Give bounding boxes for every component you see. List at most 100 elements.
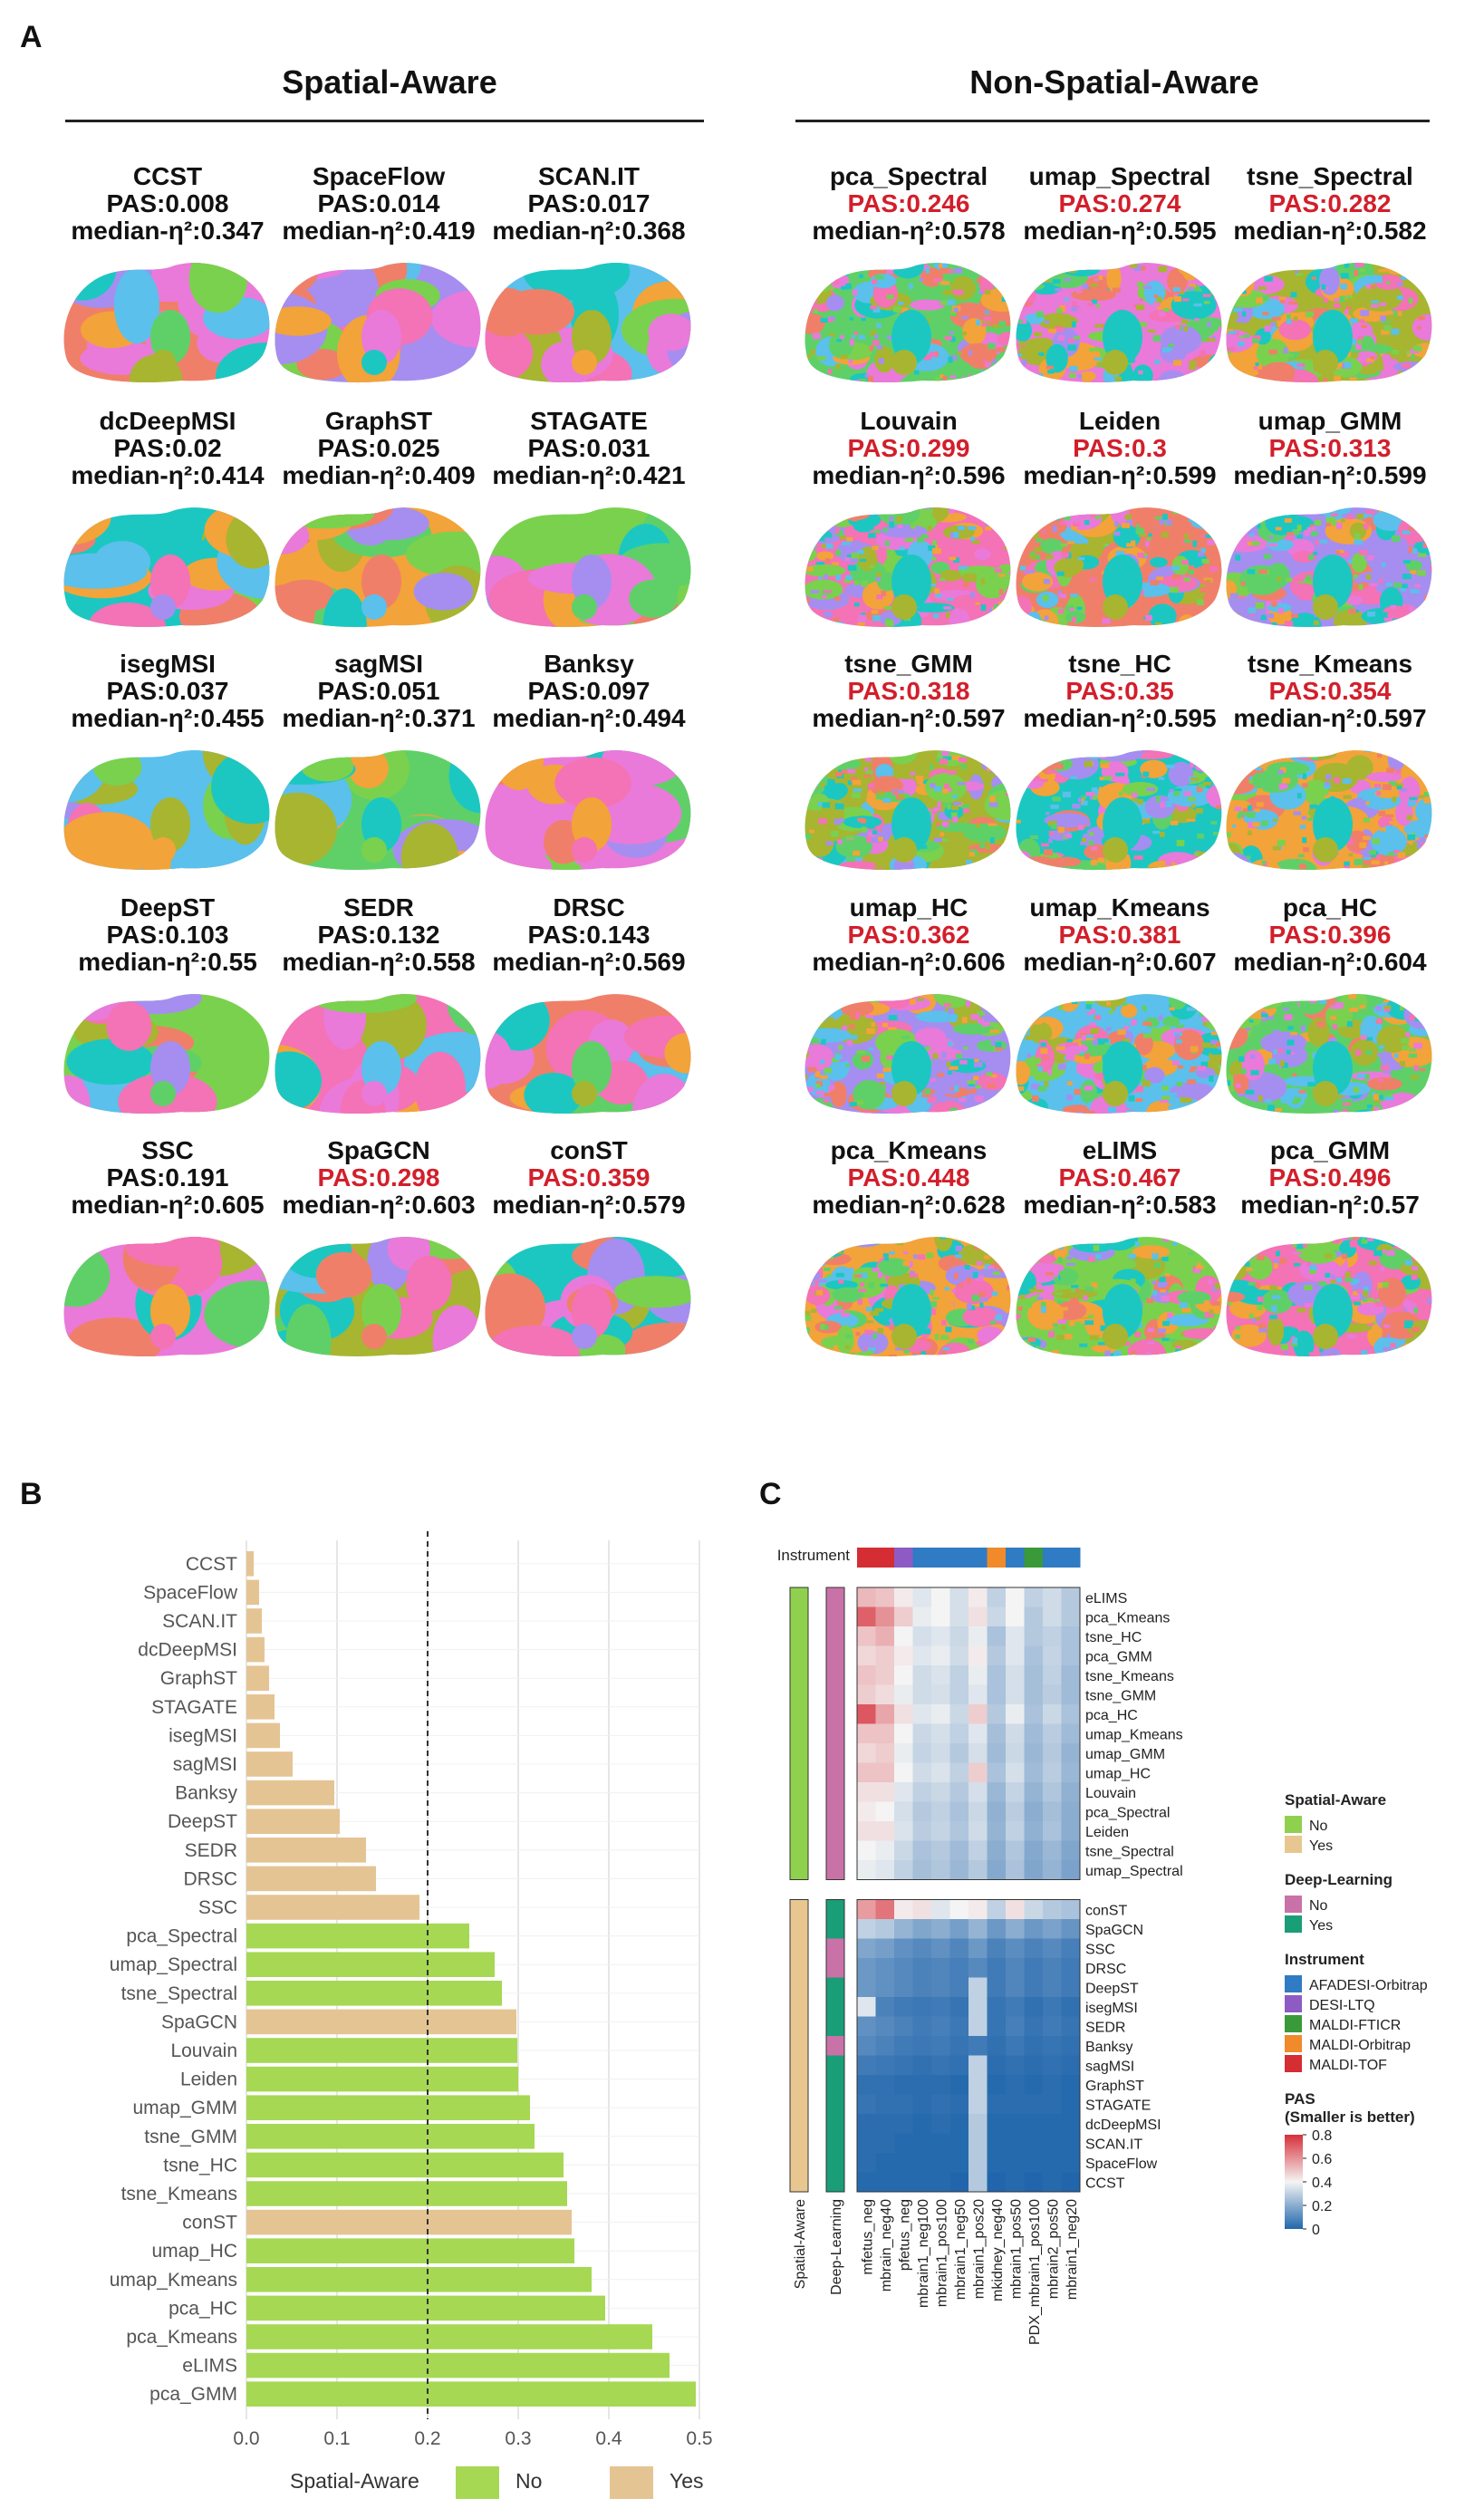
bar: [246, 1981, 502, 2006]
heatmap-cell: [1006, 1743, 1025, 1763]
deep-learning-cell: [826, 1782, 844, 1802]
spatial-aware-cell: [790, 1958, 808, 1978]
category-label: Leiden: [180, 2069, 237, 2090]
row-label: SpaceFlow: [1085, 2156, 1158, 2172]
clustering-map: [275, 1237, 481, 1356]
heatmap-cell: [1024, 2016, 1044, 2037]
x-tick-label: 0.0: [233, 2428, 259, 2449]
heatmap-cell: [894, 1684, 913, 1705]
heatmap-cell: [894, 2172, 913, 2193]
heatmap-cell: [857, 1997, 876, 2017]
heatmap-cell: [875, 2075, 895, 2095]
heatmap-cell: [987, 2036, 1007, 2056]
clustering-map: [485, 1237, 691, 1356]
deep-learning-cell: [826, 1762, 844, 1783]
heatmap-cell: [1061, 2075, 1081, 2095]
legend-swatch: [1285, 2055, 1302, 2072]
deep-learning-cell: [826, 2114, 844, 2134]
heatmap-cell: [931, 1704, 950, 1724]
row-label: tsne_GMM: [1085, 1688, 1156, 1703]
heatmap-cell: [894, 1977, 913, 1998]
spatial-aware-cell: [790, 1860, 808, 1880]
legend-label: MALDI-FTICR: [1309, 2018, 1401, 2033]
heatmap-cell: [931, 2016, 950, 2037]
method-cell: SSC PAS:0.191 median-η²:0.605: [45, 1137, 290, 1219]
spatial-aware-cell: [790, 2036, 808, 2056]
heatmap-cell: [857, 1743, 876, 1763]
heatmap-cell: [931, 1919, 950, 1939]
median-eta-score: median-η²:0.605: [71, 1191, 265, 1219]
bar: [246, 1952, 495, 1977]
heatmap-cell: [875, 1626, 895, 1646]
spatial-aware-cell: [790, 1840, 808, 1861]
heatmap-cell: [987, 1645, 1007, 1666]
instrument-cell: [875, 1548, 895, 1568]
pas-score: PAS:0.051: [317, 677, 440, 705]
heatmap-cell: [949, 1587, 969, 1607]
deep-learning-cell: [826, 1899, 844, 1920]
group-divider-spatial: [65, 120, 704, 122]
heatmap-cell: [857, 1919, 876, 1939]
heatmap-cell: [987, 1782, 1007, 1802]
heatmap-cell: [1061, 1684, 1081, 1705]
heatmap-cell: [931, 1860, 950, 1880]
heatmap-cell: [987, 1919, 1007, 1939]
spatial-aware-cell: [790, 2055, 808, 2076]
heatmap-cell: [1061, 1840, 1081, 1861]
category-label: pca_Kmeans: [126, 2327, 237, 2348]
legend-title: Instrument: [1285, 1951, 1364, 1968]
method-cell: umap_Kmeans PAS:0.381 median-η²:0.607: [997, 894, 1242, 976]
heatmap-cell: [912, 2016, 932, 2037]
legend-label: DESI-LTQ: [1309, 1998, 1375, 2013]
heatmap-cell: [1061, 2133, 1081, 2154]
clustering-map: [63, 263, 270, 382]
clustering-map: [485, 507, 691, 627]
category-label: pca_GMM: [149, 2384, 237, 2405]
heatmap-cell: [875, 1977, 895, 1998]
heatmap-cell: [894, 1587, 913, 1607]
heatmap-cell: [1024, 1762, 1044, 1783]
heatmap-cell: [875, 2114, 895, 2134]
spatial-aware-cell: [790, 1665, 808, 1685]
x-tick-label: 0.4: [595, 2428, 622, 2449]
heatmap-cell: [1061, 1606, 1081, 1627]
method-cell: STAGATE PAS:0.031 median-η²:0.421: [467, 408, 711, 489]
legend-label: Yes: [1309, 1838, 1333, 1854]
median-eta-score: median-η²:0.603: [282, 1191, 476, 1219]
row-label: eLIMS: [1085, 1591, 1127, 1606]
heatmap-cell: [949, 2153, 969, 2173]
heatmap-cell: [968, 1723, 988, 1744]
bar: [246, 1780, 334, 1806]
heatmap-cell: [949, 1938, 969, 1959]
pas-score: PAS:0.246: [847, 189, 970, 217]
row-label: SCAN.IT: [1085, 2137, 1142, 2152]
annotation-border: [825, 1899, 845, 2193]
heatmap-cell: [931, 2114, 950, 2134]
heatmap-cell: [949, 1997, 969, 2017]
category-label: isegMSI: [169, 1725, 237, 1746]
column-label: pfetus_neg: [897, 2199, 912, 2271]
heatmap-cell: [987, 1606, 1007, 1627]
heatmap-cell: [968, 1958, 988, 1978]
heatmap-cell: [949, 2016, 969, 2037]
instrument-cell: [949, 1548, 969, 1568]
heatmap-cell: [987, 2055, 1007, 2076]
median-eta-score: median-η²:0.606: [812, 948, 1006, 976]
clustering-map: [1226, 750, 1432, 870]
heatmap-cell: [987, 1704, 1007, 1724]
heatmap-cell: [968, 2094, 988, 2115]
instrument-cell: [931, 1548, 950, 1568]
heatmap-cell: [875, 1938, 895, 1959]
row-label: CCST: [1085, 2176, 1125, 2191]
heatmap-cell: [987, 1684, 1007, 1705]
instrument-cell: [894, 1548, 913, 1568]
heatmap-cell: [875, 1645, 895, 1666]
heatmap-cell: [987, 1860, 1007, 1880]
bar: [246, 1809, 340, 1834]
heatmap-cell: [968, 2016, 988, 2037]
heatmap-cell: [1006, 1958, 1025, 1978]
legend-swatch: [1285, 1995, 1302, 2012]
heatmap-cell: [968, 1977, 988, 1998]
category-label: Louvain: [170, 2040, 237, 2061]
heatmap-cell: [968, 2036, 988, 2056]
